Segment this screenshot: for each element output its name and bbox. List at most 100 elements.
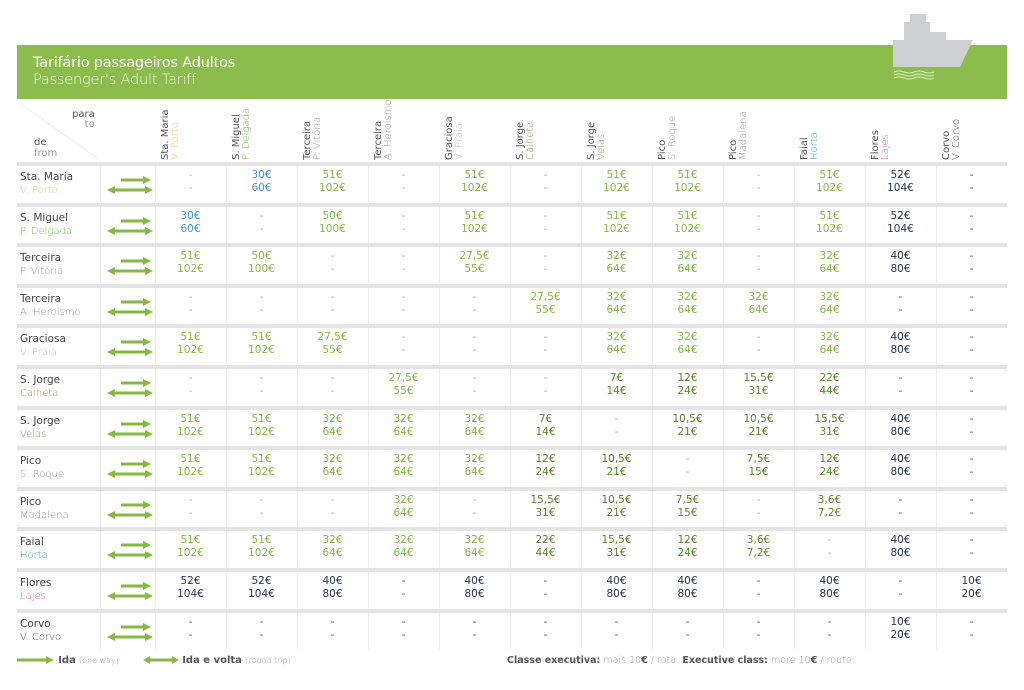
round-trip-fare: -	[969, 425, 974, 438]
column-divider	[794, 572, 795, 608]
round-trip-fare: 60€	[180, 222, 201, 235]
one-way-fare: 32€	[464, 534, 485, 547]
fare-cell: 40€ 80€	[297, 575, 368, 601]
fare-cell: --	[226, 210, 297, 236]
fare-cell: 10€ 20€	[865, 616, 936, 642]
column-divider	[297, 287, 298, 324]
fare-cell: 27,5€ 55€	[439, 250, 510, 276]
fare-cell: 22€ 44€	[794, 372, 865, 398]
fare-cell: 15,5€ 31€	[510, 494, 581, 520]
column-divider	[226, 206, 227, 243]
column-divider	[100, 166, 101, 202]
one-way-fare: 7€	[538, 412, 553, 425]
fare-cell: 40€ 80€	[865, 250, 936, 276]
column-divider	[581, 531, 582, 568]
fare-cell: 30€ 60€	[155, 210, 226, 236]
fare-cell: --	[297, 372, 368, 398]
fare-cell: 40€ 80€	[865, 331, 936, 357]
column-divider	[723, 612, 724, 649]
one-way-fare: -	[543, 615, 548, 628]
fare-cell: 12€ 24€	[652, 534, 723, 560]
round-trip-fare: -	[543, 628, 548, 641]
fare-cell: 10€ 20€	[936, 575, 1007, 601]
fare-cell: --	[794, 534, 865, 560]
one-way-fare: 7,5€	[746, 453, 771, 466]
one-way-fare: -	[543, 209, 548, 222]
column-divider	[100, 206, 101, 243]
round-trip-fare: 21€	[748, 425, 769, 438]
fare-cell: 51€ 102€	[297, 169, 368, 195]
one-way-fare: -	[685, 453, 690, 466]
fare-cell: --	[936, 250, 1007, 276]
column-divider	[297, 166, 298, 202]
round-trip-fare: -	[330, 506, 335, 519]
one-way-fare: 52€	[180, 575, 201, 587]
one-way-fare: -	[827, 534, 832, 547]
one-way-fare: 12€	[677, 534, 698, 547]
round-trip-fare: 55€	[322, 344, 343, 357]
one-way-fare: -	[827, 615, 832, 628]
column-divider	[368, 287, 369, 324]
column-divider	[936, 247, 937, 284]
one-way-fare: -	[756, 209, 761, 222]
round-trip-fare: 14€	[606, 385, 627, 397]
round-trip-fare: 21€	[677, 425, 698, 438]
column-divider	[368, 572, 369, 608]
fare-cell: 30€ 60€	[226, 169, 297, 195]
round-trip-fare: -	[614, 425, 619, 438]
fare-cell: 32€ 64€	[439, 413, 510, 439]
one-way-fare: -	[898, 575, 903, 587]
round-trip-fare: 104€	[248, 588, 275, 600]
one-way-fare: 3,6€	[817, 493, 842, 506]
one-way-fare: 51€	[251, 412, 272, 425]
one-way-fare: 32€	[606, 290, 627, 303]
fare-cell: 27,5€ 55€	[297, 331, 368, 357]
fare-cell: --	[439, 494, 510, 520]
row-island: Sta. Maria	[20, 171, 74, 183]
fare-cell: --	[368, 616, 439, 642]
round-trip-fare: 7,2€	[746, 547, 771, 560]
one-way-fare: 27,5€	[530, 290, 561, 303]
fare-cell: --	[226, 616, 297, 642]
column-divider	[652, 166, 653, 202]
from-label: de from	[34, 137, 58, 159]
one-way-fare: -	[756, 493, 761, 506]
column-city: Lajes	[880, 134, 891, 160]
round-trip-fare: 60€	[251, 182, 272, 194]
round-trip-fare: 102€	[177, 547, 204, 560]
fare-cell: 51€ 102€	[155, 331, 226, 357]
one-way-fare: -	[898, 372, 903, 384]
column-city: V. Praia	[454, 123, 465, 160]
one-way-fare: 32€	[464, 453, 485, 466]
one-way-fare: 12€	[819, 453, 840, 466]
row-city: Lajes	[20, 591, 46, 602]
one-way-fare: 10€	[890, 615, 911, 628]
one-way-fare: -	[614, 615, 619, 628]
column-divider	[226, 450, 227, 487]
one-way-fare: -	[330, 372, 335, 384]
fare-cell: --	[865, 291, 936, 317]
one-way-fare: 50€	[322, 209, 343, 222]
round-trip-fare: -	[472, 628, 477, 641]
round-trip-fare: 104€	[887, 182, 914, 194]
fare-cell: --	[510, 616, 581, 642]
round-trip-fare: 24€	[535, 466, 556, 479]
direction-arrows-icon	[107, 216, 153, 235]
round-trip-fare: 102€	[248, 425, 275, 438]
fare-cell: --	[581, 616, 652, 642]
round-trip-fare: 64€	[606, 263, 627, 276]
round-trip-fare: -	[685, 466, 690, 479]
column-divider	[439, 206, 440, 243]
column-divider	[936, 531, 937, 568]
fare-cell: 51€ 102€	[226, 453, 297, 479]
fare-cell: 32€ 64€	[652, 250, 723, 276]
round-trip-fare: 31€	[819, 425, 840, 438]
one-way-fare: 3,6€	[746, 534, 771, 547]
fare-cell: 10,5€ 21€	[652, 413, 723, 439]
fare-cell: 40€ 80€	[794, 575, 865, 601]
column-divider	[100, 572, 101, 608]
fare-cell: --	[155, 291, 226, 317]
one-way-fare: 52€	[890, 169, 911, 181]
fare-cell: --	[155, 372, 226, 398]
round-trip-fare: 64€	[393, 466, 414, 479]
